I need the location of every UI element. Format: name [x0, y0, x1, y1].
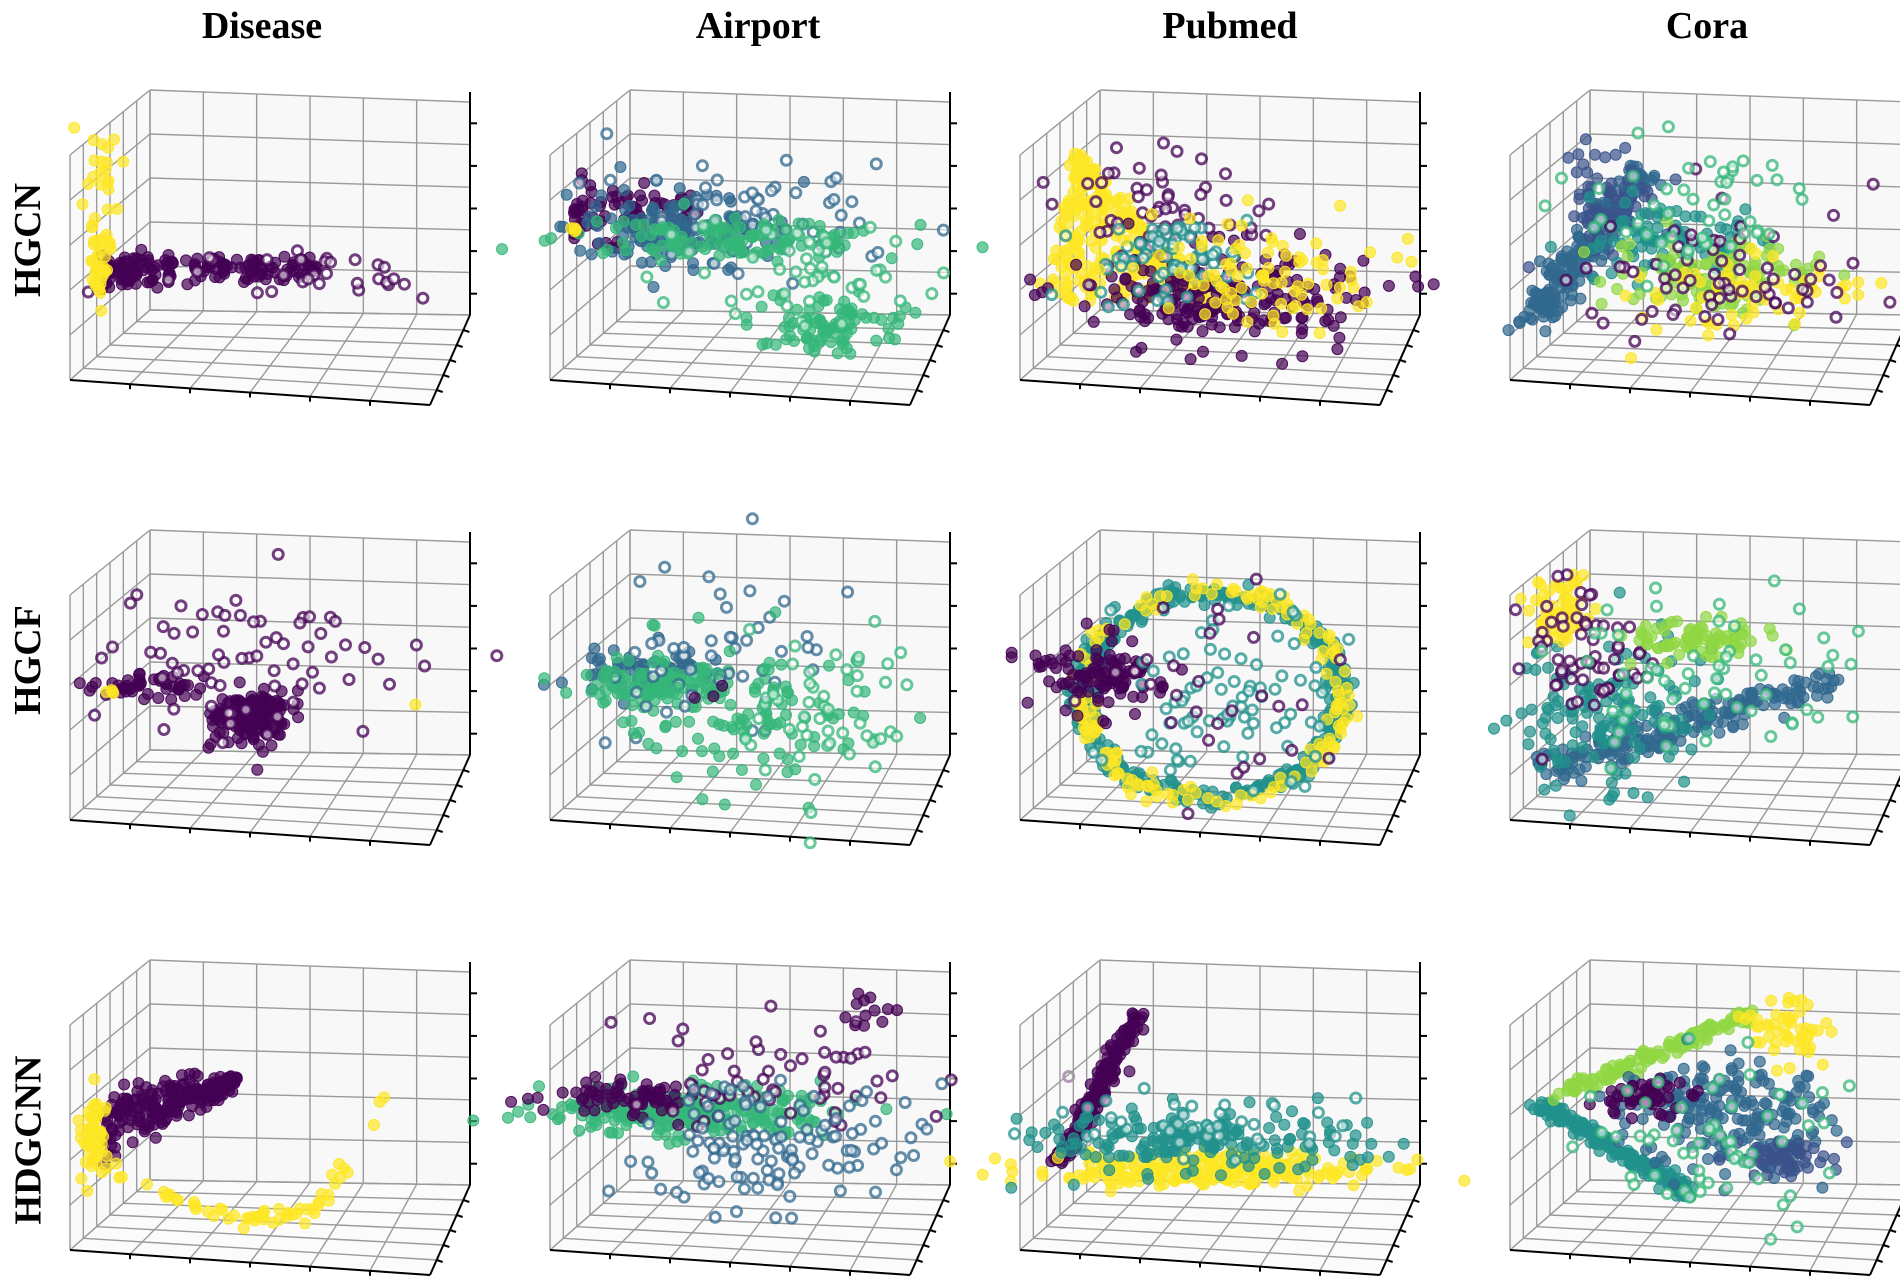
scatter3d-hgcf-disease — [50, 500, 490, 850]
scatter3d-hgcf-cora — [1490, 500, 1900, 850]
scatter3d-hdgcnn-pubmed — [1000, 930, 1440, 1280]
scatter3d-hgcn-disease — [50, 60, 490, 410]
row-label-hgcn: HGCN — [0, 140, 56, 340]
scatter3d-hgcf-airport — [530, 500, 970, 850]
scatter3d-hgcn-pubmed — [1000, 60, 1440, 410]
column-title-pubmed: Pubmed — [1162, 4, 1297, 48]
scatter3d-hgcf-pubmed — [1000, 500, 1440, 850]
column-title-cora: Cora — [1666, 4, 1748, 48]
row-label-hgcf: HGCF — [0, 560, 56, 760]
row-label-hdgcnn: HDGCNN — [0, 1030, 56, 1250]
scatter3d-hgcn-airport — [530, 60, 970, 410]
axes-box — [70, 90, 477, 406]
column-title-disease: Disease — [202, 4, 322, 48]
column-title-airport: Airport — [696, 4, 821, 48]
scatter3d-hdgcnn-airport — [530, 930, 970, 1280]
scatter3d-hdgcnn-disease — [50, 930, 490, 1280]
scatter3d-hdgcnn-cora — [1490, 930, 1900, 1280]
scatter3d-hgcn-cora — [1490, 60, 1900, 410]
